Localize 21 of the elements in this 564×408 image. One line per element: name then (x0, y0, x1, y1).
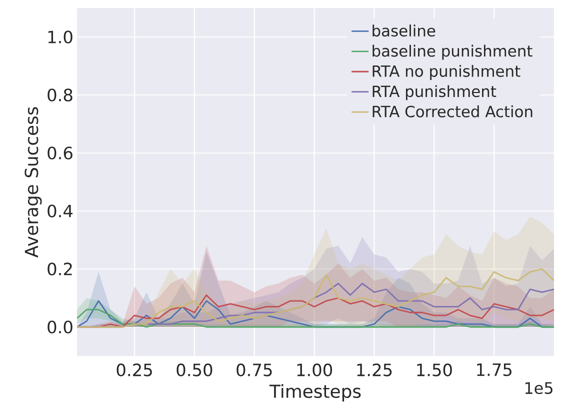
y-tick-label: 0.2 (48, 262, 72, 276)
x-tick-label: 0.25 (116, 364, 152, 376)
legend-label: RTA punishment (372, 85, 496, 100)
y-tick-label: 0.4 (48, 204, 73, 218)
y-axis-title: Average Success (24, 107, 42, 258)
x-tick-label: 1.25 (357, 364, 392, 376)
y-tick-label: 0.0 (48, 320, 72, 334)
x-tick-label: 1.75 (477, 364, 512, 376)
x-tick-label: 1.50 (417, 364, 452, 376)
text: 1e5 (525, 382, 552, 394)
y-tick-label: 1.0 (48, 30, 72, 44)
x-tick-label: 0.75 (236, 364, 272, 376)
legend-label: baseline (372, 24, 436, 37)
y-tick-label: 0.8 (48, 88, 72, 102)
y-tick-label: 0.6 (48, 146, 72, 160)
x-axis-title: Timesteps (269, 384, 361, 402)
legend-label: RTA Corrected Action (372, 105, 532, 118)
x-tick-label: 0.50 (176, 364, 212, 376)
x-tick-label: 1.00 (297, 364, 332, 376)
legend-label: RTA no punishment (372, 65, 520, 80)
legend-label: baseline punishment (372, 44, 532, 60)
